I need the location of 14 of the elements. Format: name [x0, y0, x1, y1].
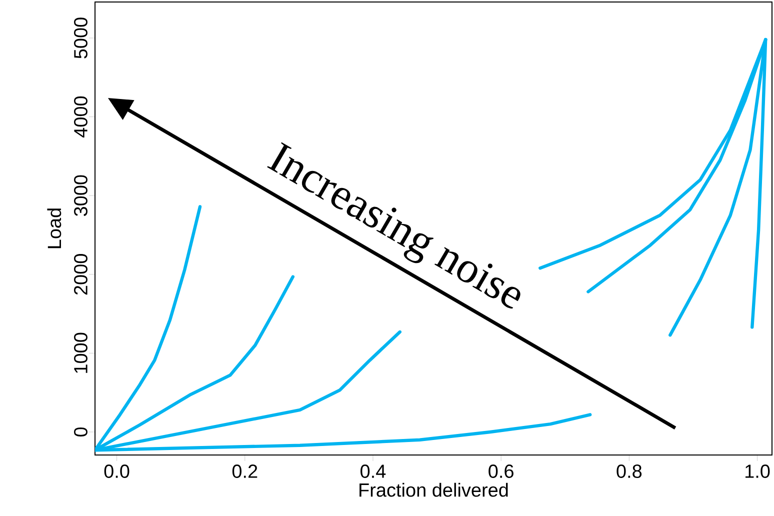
y-tick-label: 4000 [74, 96, 88, 138]
x-tick-label: 0.8 [616, 464, 642, 478]
y-tick-label: 0 [74, 427, 88, 437]
x-axis-title: Fraction delivered [360, 482, 508, 497]
y-tick-label: 3000 [74, 175, 88, 216]
x-tick-label: 0.0 [104, 464, 130, 478]
y-tick-label: 5000 [74, 18, 88, 58]
y-axis-title: Load [47, 208, 62, 248]
x-tick-label: 0.4 [360, 464, 386, 478]
x-tick-label: 1.0 [746, 464, 770, 478]
x-tick-label: 0.2 [232, 464, 258, 478]
y-tick-label: 1000 [74, 332, 88, 373]
y-tick-label: 2000 [74, 254, 88, 295]
x-tick-label: 0.6 [488, 464, 514, 478]
